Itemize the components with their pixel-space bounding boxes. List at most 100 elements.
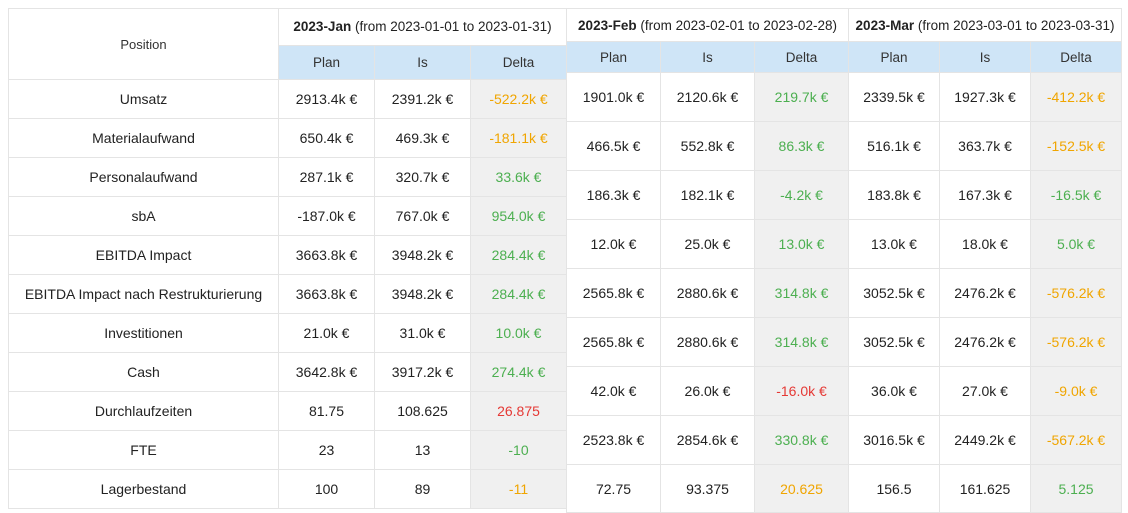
- table-row: Umsatz 2913.4k €2391.2k € -522.2k €: [8, 79, 568, 119]
- table-row: 12.0k €25.0k €13.0k €: [566, 219, 850, 269]
- plan-value: 23: [278, 430, 375, 470]
- delta-value: -522.2k €: [469, 79, 568, 119]
- plan-value: 72.75: [566, 464, 662, 513]
- february-table: 2023-Feb (from 2023-02-01 to 2023-02-28)…: [566, 8, 850, 513]
- delta-value: -16.0k €: [754, 366, 850, 416]
- is-value: 2880.6k €: [660, 268, 756, 318]
- table-row: 2339.5k €1927.3k € -412.2k €: [848, 72, 1123, 122]
- table-row: Materialaufwand 650.4k €469.3k € -181.1k €: [8, 118, 568, 158]
- delta-value: 284.4k €: [469, 235, 568, 275]
- delta-value: -10: [469, 430, 568, 470]
- position-label: sbA: [8, 196, 279, 236]
- table-row: 3052.5k €2476.2k € -576.2k €: [848, 268, 1123, 318]
- table-row: Lagerbestand 100 89 -11: [8, 469, 568, 509]
- is-value: 13: [374, 430, 471, 470]
- delta-value: -576.2k €: [1030, 317, 1123, 367]
- plan-value: 3663.8k €: [278, 235, 375, 275]
- plan-value: 3052.5k €: [848, 268, 941, 318]
- is-value: 469.3k €: [374, 118, 471, 158]
- position-label: Materialaufwand: [8, 118, 279, 158]
- position-label: Lagerbestand: [8, 469, 279, 509]
- table-row: 72.75 93.375 20.625: [566, 464, 850, 513]
- delta-value: -16.5k €: [1030, 170, 1123, 220]
- plan-value: 156.5: [848, 464, 941, 513]
- table-row: FTE 23 13 -10: [8, 430, 568, 470]
- delta-value: 5.0k €: [1030, 219, 1123, 269]
- is-value: 26.0k €: [660, 366, 756, 416]
- plan-value: 42.0k €: [566, 366, 662, 416]
- plan-value: 3052.5k €: [848, 317, 941, 367]
- table-row: 13.0k €18.0k €5.0k €: [848, 219, 1123, 269]
- is-value: 552.8k €: [660, 121, 756, 171]
- table-row: Investitionen 21.0k €31.0k €10.0k €: [8, 313, 568, 353]
- delta-value: -9.0k €: [1030, 366, 1123, 416]
- delta-col-header: Delta: [469, 44, 568, 81]
- plan-value: 3642.8k €: [278, 352, 375, 392]
- delta-value: -567.2k €: [1030, 415, 1123, 465]
- table-row: 516.1k €363.7k € -152.5k €: [848, 121, 1123, 171]
- position-label: Durchlaufzeiten: [8, 391, 279, 431]
- position-label: Personalaufwand: [8, 157, 279, 197]
- plan-value: 466.5k €: [566, 121, 662, 171]
- table-row: EBITDA Impact nach Restrukturierung 3663.…: [8, 274, 568, 314]
- position-label: EBITDA Impact nach Restrukturierung: [8, 274, 279, 314]
- plan-value: 100: [278, 469, 375, 509]
- delta-value: 314.8k €: [754, 268, 850, 318]
- month-header-mar: 2023-Mar (from 2023-03-01 to 2023-03-31): [848, 8, 1123, 42]
- is-value: 182.1k €: [660, 170, 756, 220]
- table-row: 183.8k €167.3k € -16.5k €: [848, 170, 1123, 220]
- table-row: 36.0k €27.0k € -9.0k €: [848, 366, 1123, 416]
- position-label: Cash: [8, 352, 279, 392]
- delta-value: 219.7k €: [754, 72, 850, 122]
- position-label: FTE: [8, 430, 279, 470]
- is-value: 18.0k €: [939, 219, 1032, 269]
- plan-value: 2565.8k €: [566, 317, 662, 367]
- position-label: Umsatz: [8, 79, 279, 119]
- delta-value: 20.625: [754, 464, 850, 513]
- delta-value: -412.2k €: [1030, 72, 1123, 122]
- table-row: 2523.8k €2854.6k €330.8k €: [566, 415, 850, 465]
- is-value: 2476.2k €: [939, 317, 1032, 367]
- plan-value: -187.0k €: [278, 196, 375, 236]
- is-value: 167.3k €: [939, 170, 1032, 220]
- is-value: 161.625: [939, 464, 1032, 513]
- plan-value: 3016.5k €: [848, 415, 941, 465]
- is-col-header: Is: [660, 41, 756, 73]
- delta-value: 330.8k €: [754, 415, 850, 465]
- is-value: 2449.2k €: [939, 415, 1032, 465]
- is-value: 2120.6k €: [660, 72, 756, 122]
- delta-value: -11: [469, 469, 568, 509]
- is-value: 2880.6k €: [660, 317, 756, 367]
- delta-value: 314.8k €: [754, 317, 850, 367]
- is-value: 25.0k €: [660, 219, 756, 269]
- plan-value: 13.0k €: [848, 219, 941, 269]
- delta-col-header: Delta: [754, 41, 850, 73]
- plan-value: 186.3k €: [566, 170, 662, 220]
- table-row: 3016.5k €2449.2k € -567.2k €: [848, 415, 1123, 465]
- is-value: 1927.3k €: [939, 72, 1032, 122]
- plan-value: 516.1k €: [848, 121, 941, 171]
- plan-value: 650.4k €: [278, 118, 375, 158]
- table-row: 1901.0k €2120.6k €219.7k €: [566, 72, 850, 122]
- delta-value: 5.125: [1030, 464, 1123, 513]
- plan-value: 21.0k €: [278, 313, 375, 353]
- table-row: sbA -187.0k €767.0k €954.0k €: [8, 196, 568, 236]
- is-col-header: Is: [939, 41, 1032, 73]
- is-value: 2391.2k €: [374, 79, 471, 119]
- month-header-jan: 2023-Jan (from 2023-01-01 to 2023-01-31): [277, 8, 568, 46]
- plan-value: 2523.8k €: [566, 415, 662, 465]
- is-value: 3948.2k €: [374, 274, 471, 314]
- position-header: Position: [8, 8, 279, 80]
- table-row: Cash 3642.8k €3917.2k €274.4k €: [8, 352, 568, 392]
- table-row: 3052.5k €2476.2k € -576.2k €: [848, 317, 1123, 367]
- position-label: EBITDA Impact: [8, 235, 279, 275]
- table-row: Durchlaufzeiten 81.75 108.625 26.875: [8, 391, 568, 431]
- plan-value: 2565.8k €: [566, 268, 662, 318]
- delta-value: 284.4k €: [469, 274, 568, 314]
- delta-value: -4.2k €: [754, 170, 850, 220]
- delta-value: -181.1k €: [469, 118, 568, 158]
- plan-col-header: Plan: [278, 44, 375, 81]
- is-value: 3948.2k €: [374, 235, 471, 275]
- is-value: 320.7k €: [374, 157, 471, 197]
- table-row: 186.3k €182.1k € -4.2k €: [566, 170, 850, 220]
